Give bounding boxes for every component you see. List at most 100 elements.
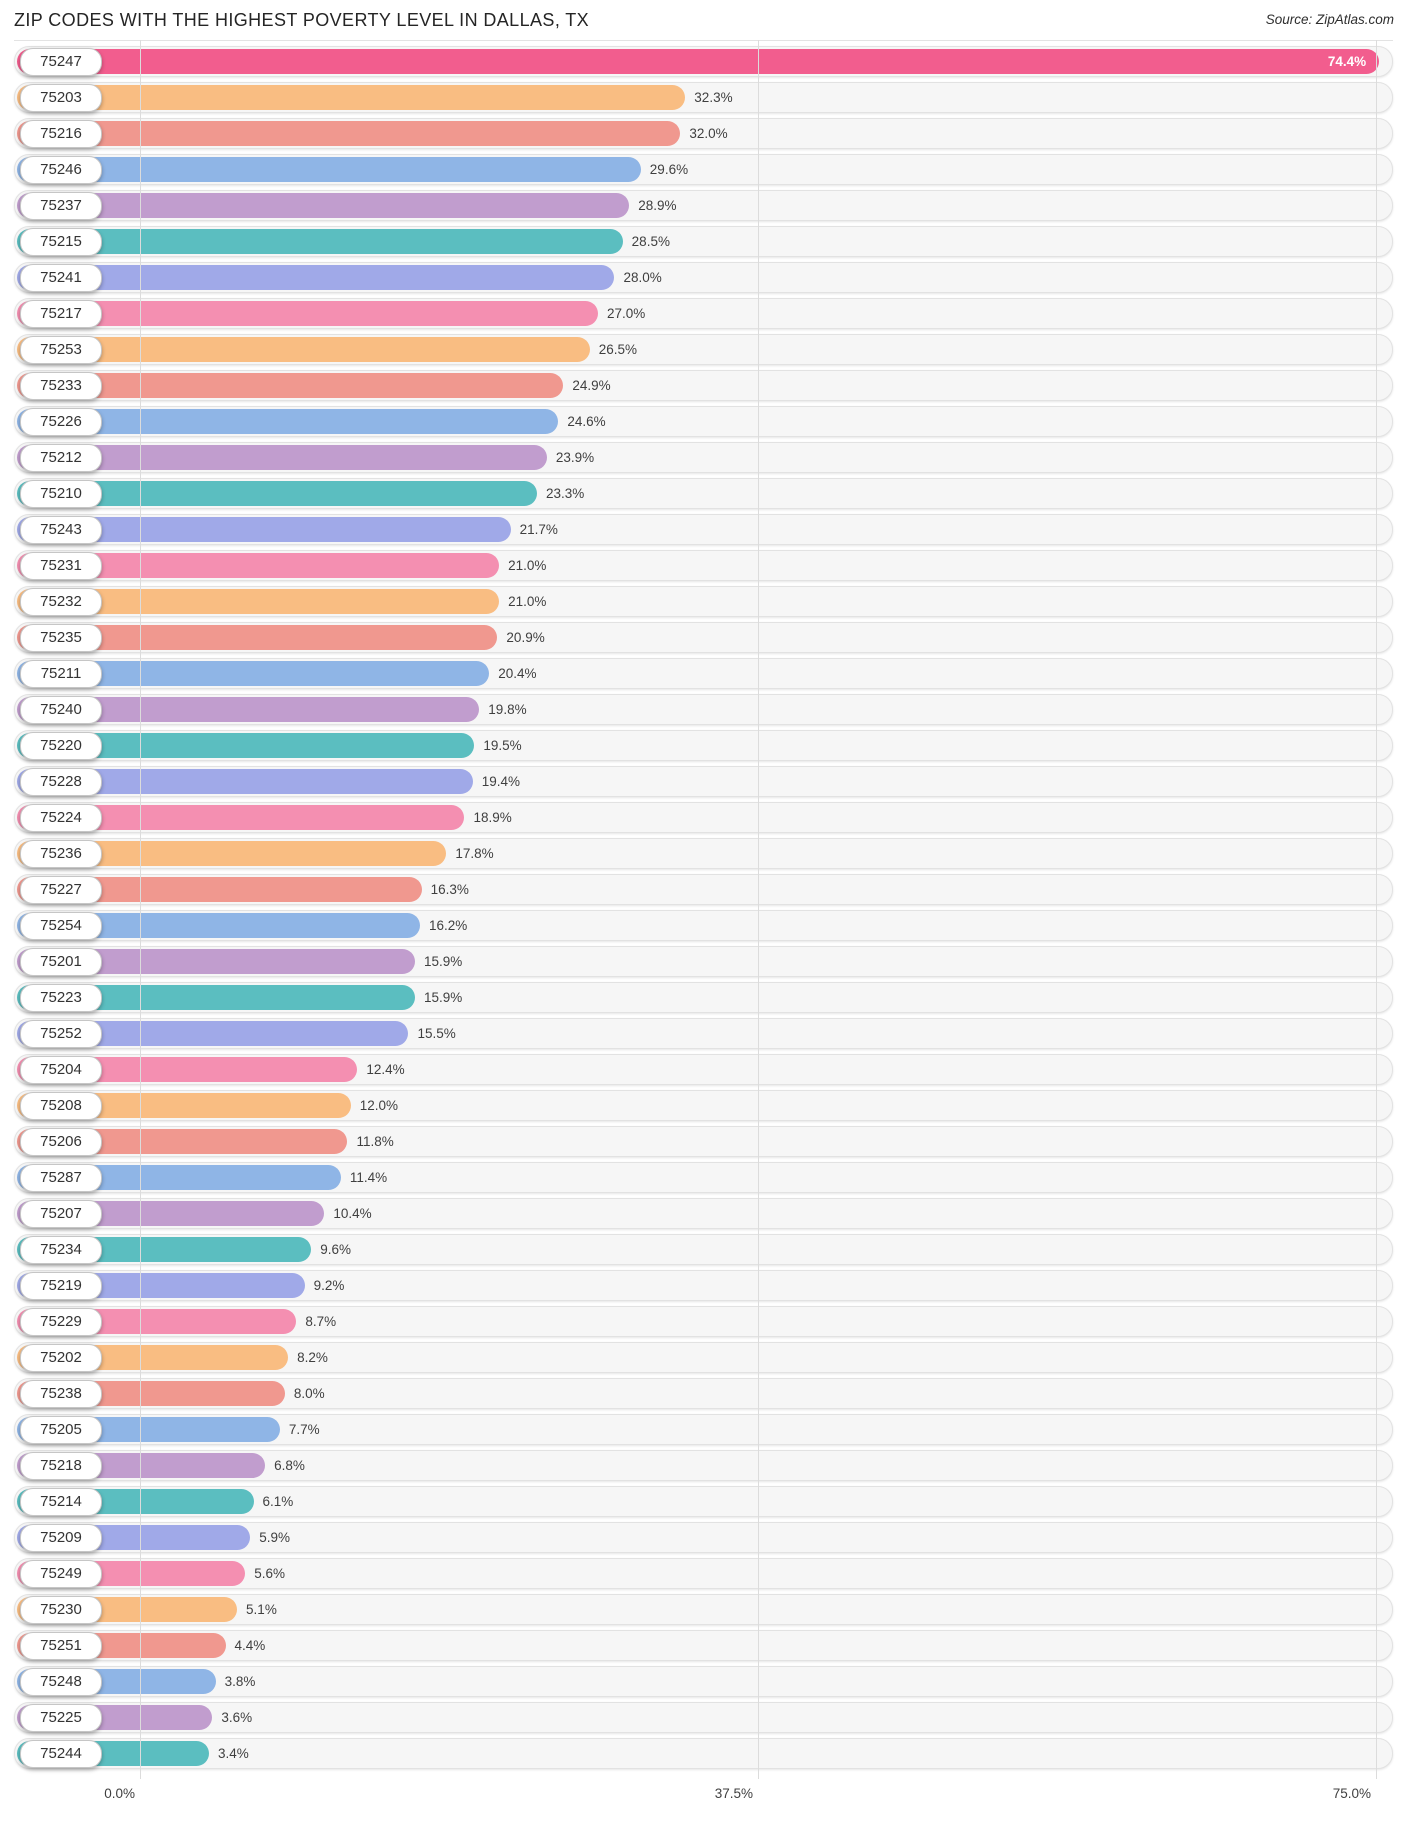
bar-row: 75202 8.2% bbox=[14, 1342, 1393, 1373]
bar-row: 75287 11.4% bbox=[14, 1162, 1393, 1193]
poverty-bar bbox=[17, 157, 641, 182]
zip-code-label: 75209 bbox=[20, 1523, 102, 1552]
bar-row: 75231 21.0% bbox=[14, 550, 1393, 581]
value-label: 15.9% bbox=[424, 954, 463, 969]
value-label: 4.4% bbox=[234, 1638, 266, 1653]
zip-code-label: 75228 bbox=[20, 767, 102, 796]
zip-code-label: 75227 bbox=[20, 875, 102, 904]
bar-row: 75219 9.2% bbox=[14, 1270, 1393, 1301]
value-label: 11.4% bbox=[349, 1170, 388, 1185]
bar-row: 75249 5.6% bbox=[14, 1558, 1393, 1589]
value-label: 24.6% bbox=[567, 414, 606, 429]
bar-row: 75228 19.4% bbox=[14, 766, 1393, 797]
value-label: 6.1% bbox=[262, 1494, 294, 1509]
zip-code-label: 75206 bbox=[20, 1127, 102, 1156]
value-label: 16.3% bbox=[430, 882, 469, 897]
bar-row: 75238 8.0% bbox=[14, 1378, 1393, 1409]
value-label: 28.9% bbox=[638, 198, 677, 213]
page-title: ZIP CODES WITH THE HIGHEST POVERTY LEVEL… bbox=[14, 10, 590, 30]
zip-code-label: 75231 bbox=[20, 551, 102, 580]
bar-row: 75227 16.3% bbox=[14, 874, 1393, 905]
zip-code-label: 75224 bbox=[20, 803, 102, 832]
zip-code-label: 75251 bbox=[20, 1631, 102, 1660]
bar-row: 75241 28.0% bbox=[14, 262, 1393, 293]
value-label: 21.0% bbox=[508, 558, 547, 573]
zip-code-label: 75203 bbox=[20, 83, 102, 112]
zip-code-label: 75208 bbox=[20, 1091, 102, 1120]
bar-row: 75253 26.5% bbox=[14, 334, 1393, 365]
bar-row: 75246 29.6% bbox=[14, 154, 1393, 185]
zip-code-label: 75219 bbox=[20, 1271, 102, 1300]
value-label: 5.9% bbox=[259, 1530, 290, 1545]
bar-row: 75254 16.2% bbox=[14, 910, 1393, 941]
zip-code-label: 75216 bbox=[20, 119, 102, 148]
zip-code-label: 75249 bbox=[20, 1559, 102, 1588]
bar-row: 75252 15.5% bbox=[14, 1018, 1393, 1049]
bar-row: 75236 17.8% bbox=[14, 838, 1393, 869]
zip-code-label: 75230 bbox=[20, 1595, 102, 1624]
zip-code-label: 75212 bbox=[20, 443, 102, 472]
poverty-bar bbox=[17, 121, 681, 146]
bar-row: 75209 5.9% bbox=[14, 1522, 1393, 1553]
value-label: 8.7% bbox=[305, 1314, 337, 1329]
bar-row: 75211 20.4% bbox=[14, 658, 1393, 689]
value-label: 15.9% bbox=[424, 990, 463, 1005]
bar-row: 75210 23.3% bbox=[14, 478, 1393, 509]
bar-row: 75204 12.4% bbox=[14, 1054, 1393, 1085]
bar-row: 75251 4.4% bbox=[14, 1630, 1393, 1661]
zip-code-label: 75247 bbox=[20, 47, 102, 76]
bar-row: 75233 24.9% bbox=[14, 370, 1393, 401]
zip-code-label: 75215 bbox=[20, 227, 102, 256]
bar-row: 75248 3.8% bbox=[14, 1666, 1393, 1697]
value-label: 19.8% bbox=[488, 702, 527, 717]
zip-code-label: 75220 bbox=[20, 731, 102, 760]
value-label: 9.2% bbox=[313, 1278, 345, 1293]
x-axis-tick-label: 37.5% bbox=[714, 1786, 753, 1801]
value-label: 28.0% bbox=[623, 270, 662, 285]
bar-row: 75244 3.4% bbox=[14, 1738, 1393, 1769]
zip-code-label: 75218 bbox=[20, 1451, 102, 1480]
poverty-bar bbox=[17, 193, 630, 218]
zip-code-label: 75234 bbox=[20, 1235, 102, 1264]
plot-area-top-border bbox=[14, 40, 1393, 41]
value-label: 3.4% bbox=[218, 1746, 249, 1761]
source-attribution: Source: ZipAtlas.com bbox=[1265, 12, 1394, 27]
zip-code-label: 75204 bbox=[20, 1055, 102, 1084]
zip-code-label: 75202 bbox=[20, 1343, 102, 1372]
value-label: 9.6% bbox=[320, 1242, 351, 1257]
zip-code-label: 75253 bbox=[20, 335, 102, 364]
zip-code-label: 75229 bbox=[20, 1307, 102, 1336]
value-label: 8.2% bbox=[297, 1350, 328, 1365]
value-label: 17.8% bbox=[455, 846, 494, 861]
zip-code-label: 75211 bbox=[20, 659, 102, 688]
bar-row: 75243 21.7% bbox=[14, 514, 1393, 545]
poverty-bar bbox=[17, 229, 623, 254]
value-label: 3.6% bbox=[221, 1710, 253, 1725]
value-label: 19.5% bbox=[483, 738, 522, 753]
bar-row: 75247 74.4% bbox=[14, 46, 1393, 77]
bar-row: 75237 28.9% bbox=[14, 190, 1393, 221]
value-label: 15.5% bbox=[417, 1026, 456, 1041]
zip-code-label: 75214 bbox=[20, 1487, 102, 1516]
value-label: 32.0% bbox=[689, 126, 728, 141]
gridline bbox=[758, 40, 759, 1779]
zip-code-label: 75205 bbox=[20, 1415, 102, 1444]
poverty-bar bbox=[17, 265, 615, 290]
value-label: 8.0% bbox=[293, 1386, 325, 1401]
value-label: 29.6% bbox=[649, 162, 689, 177]
zip-code-label: 75235 bbox=[20, 623, 102, 652]
value-label: 20.9% bbox=[506, 630, 545, 645]
value-label: 21.0% bbox=[508, 594, 547, 609]
zip-code-label: 75236 bbox=[20, 839, 102, 868]
poverty-bar bbox=[17, 337, 590, 362]
value-label: 23.3% bbox=[545, 486, 585, 501]
value-label: 3.8% bbox=[224, 1674, 256, 1689]
bar-row: 75223 15.9% bbox=[14, 982, 1393, 1013]
poverty-bar bbox=[17, 85, 686, 110]
poverty-bar bbox=[17, 373, 564, 398]
value-label: 24.9% bbox=[572, 378, 611, 393]
bar-row: 75206 11.8% bbox=[14, 1126, 1393, 1157]
bar-row: 75214 6.1% bbox=[14, 1486, 1393, 1517]
bar-row: 75201 15.9% bbox=[14, 946, 1393, 977]
x-axis-tick-label: 75.0% bbox=[1332, 1786, 1371, 1801]
